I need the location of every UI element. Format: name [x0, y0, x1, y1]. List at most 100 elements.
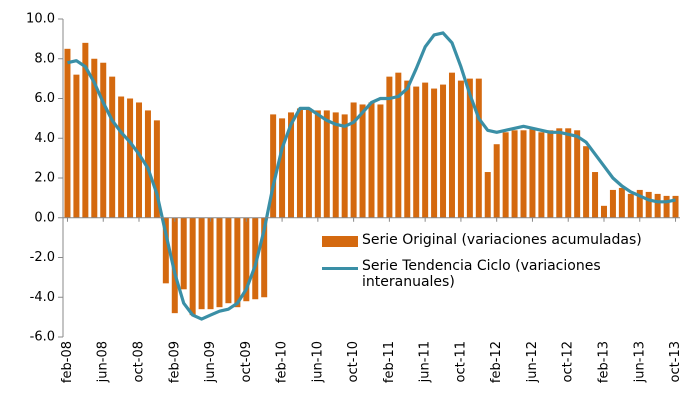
bar [457, 80, 464, 218]
bar [243, 217, 250, 302]
bar [520, 130, 527, 218]
bar [144, 110, 151, 218]
legend-item: Serie Original (variaciones acumuladas) [322, 232, 674, 248]
bar [341, 114, 348, 218]
bar [404, 80, 411, 218]
x-tick-label: feb-11 [382, 341, 397, 383]
bar [547, 130, 554, 218]
bar [556, 128, 563, 218]
bar [189, 217, 196, 316]
bar [332, 112, 339, 218]
x-tick-label: oct-09 [239, 341, 254, 382]
bar [583, 146, 590, 218]
x-tick-label: feb-13 [596, 341, 611, 383]
bar [198, 217, 205, 310]
bar [600, 205, 607, 218]
bar [225, 217, 232, 304]
x-tick-label: jun-12 [525, 341, 540, 383]
y-tick-label: -2.0 [30, 250, 55, 265]
bar [252, 217, 259, 300]
bar [270, 114, 277, 218]
bar [207, 217, 214, 310]
bar [654, 193, 661, 218]
bar [296, 108, 303, 218]
bar [136, 102, 143, 218]
bar [422, 82, 429, 218]
bar [395, 72, 402, 218]
bar [314, 110, 321, 218]
legend-label: Serie Tendencia Ciclo (variaciones inter… [362, 258, 601, 290]
bar [672, 195, 679, 218]
bar [153, 120, 160, 218]
bar [484, 172, 491, 218]
legend: Serie Original (variaciones acumuladas) S… [322, 232, 674, 300]
bar [413, 86, 420, 218]
x-tick-label: jun-10 [310, 341, 325, 383]
x-tick-label: jun-09 [203, 341, 218, 383]
bar [645, 191, 652, 218]
legend-swatch [322, 236, 358, 247]
y-tick-label: 0.0 [34, 210, 55, 225]
x-tick-label: jun-08 [96, 341, 111, 383]
bar [109, 76, 116, 218]
bar [288, 112, 295, 218]
bar [171, 217, 178, 314]
bar [323, 110, 330, 218]
bar [216, 217, 223, 308]
bar [538, 132, 545, 218]
bar [234, 217, 241, 308]
bar [377, 104, 384, 218]
bar [180, 217, 187, 290]
y-tick-label: 4.0 [34, 131, 55, 146]
bar [574, 130, 581, 218]
y-tick-label: -4.0 [30, 290, 55, 305]
legend-item: Serie Tendencia Ciclo (variaciones inter… [322, 258, 674, 290]
bar [529, 128, 536, 218]
bar [627, 193, 634, 218]
bar [386, 76, 393, 218]
bar [448, 72, 455, 218]
bar [82, 42, 89, 218]
bar [663, 195, 670, 218]
bar [64, 48, 71, 218]
x-tick-label: feb-08 [60, 341, 75, 383]
legend-swatch [322, 267, 358, 270]
bar [511, 130, 518, 218]
bar [466, 78, 473, 218]
bar [502, 132, 509, 218]
bar [127, 98, 134, 218]
x-tick-label: oct-10 [346, 341, 361, 382]
bar [618, 187, 625, 218]
bar [440, 84, 447, 218]
bar [118, 96, 125, 218]
x-tick-label: oct-12 [561, 341, 576, 382]
bar [350, 102, 357, 218]
bar [91, 58, 98, 218]
bar [359, 104, 366, 218]
x-tick-label: feb-09 [167, 341, 182, 383]
y-tick-label: 8.0 [34, 51, 55, 66]
x-tick-label: oct-13 [668, 341, 683, 382]
y-tick-label: 6.0 [34, 91, 55, 106]
bar [261, 217, 268, 298]
bar [100, 62, 107, 218]
bar [431, 88, 438, 218]
x-tick-label: feb-12 [489, 341, 504, 383]
bar [592, 172, 599, 218]
bar [162, 217, 169, 284]
bar [279, 118, 286, 218]
y-tick-label: 10.0 [26, 12, 55, 27]
bar [305, 108, 312, 218]
bar [493, 144, 500, 218]
bar [73, 74, 80, 218]
x-tick-label: oct-11 [453, 341, 468, 382]
bar [475, 78, 482, 218]
x-tick-label: feb-10 [275, 341, 290, 383]
bar [368, 102, 375, 218]
x-tick-label: oct-08 [132, 341, 147, 382]
y-tick-label: 2.0 [34, 171, 55, 186]
x-tick-label: jun-11 [418, 341, 433, 383]
trend-line [67, 31, 676, 321]
